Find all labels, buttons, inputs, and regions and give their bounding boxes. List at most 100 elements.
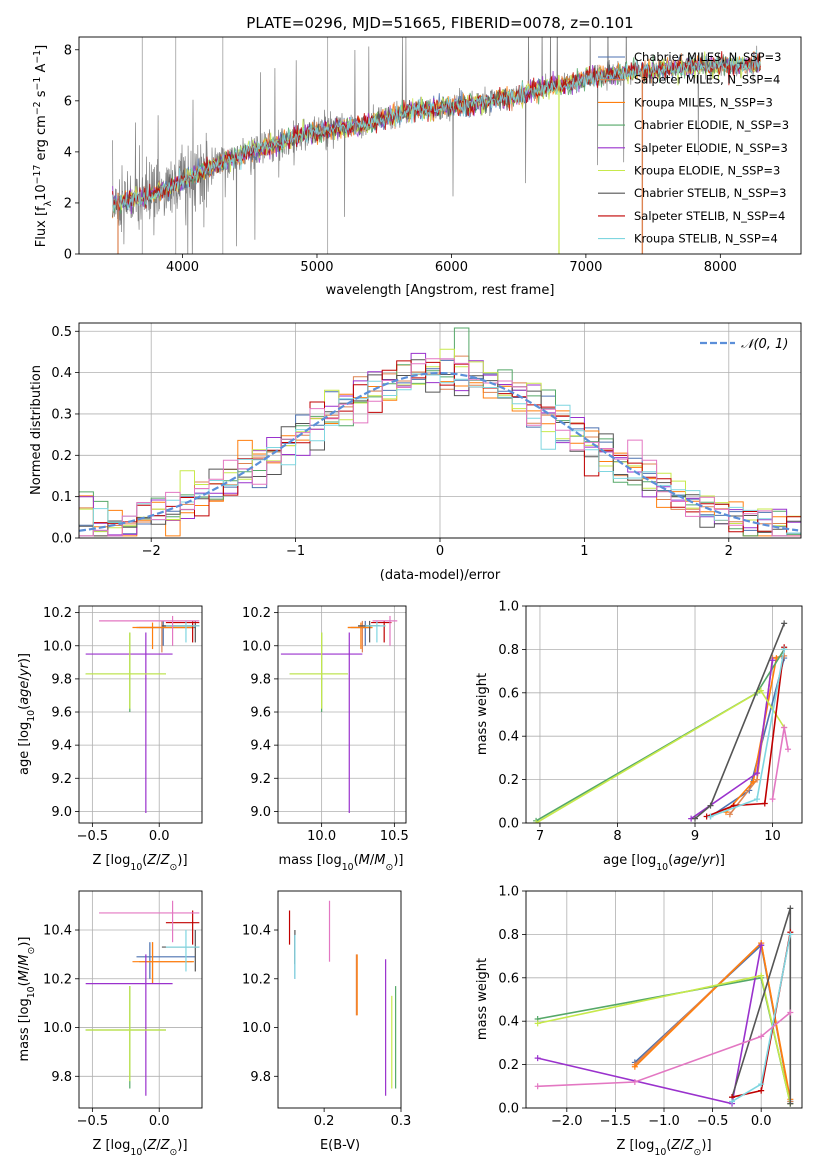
mass-vs-Z-ylabel: mass [log10(M/M⊙)] bbox=[17, 937, 37, 1062]
weight-marker bbox=[787, 1009, 794, 1016]
mass-vs-EBV-frame bbox=[277, 890, 402, 1109]
weight-marker bbox=[534, 1083, 541, 1090]
plots-layer: 4000 5000 6000 7000 8000 0 2 4 6 8 Chabrier MILES,… bbox=[17, 36, 803, 1158]
weight-marker bbox=[781, 646, 788, 653]
mass-vs-EBV-xtick-label: 0.3 bbox=[391, 1114, 412, 1129]
weight-marker bbox=[781, 620, 788, 627]
weight-marker bbox=[534, 1020, 541, 1027]
weight-vs-age-ytick-label: 0.0 bbox=[498, 817, 519, 832]
age-vs-mass-xtick-label: 10.5 bbox=[380, 829, 409, 844]
normal-legend-label: 𝒩(0, 1) bbox=[741, 337, 788, 352]
legend-label: Kroupa MILES, N_SSP=3 bbox=[634, 95, 773, 109]
weight-marker bbox=[707, 813, 714, 820]
spectrum-xtick-label: 5000 bbox=[300, 260, 333, 275]
weight-marker bbox=[785, 746, 792, 753]
spectrum-xtick-label: 4000 bbox=[166, 260, 199, 275]
age-vs-Z-plot-area bbox=[85, 615, 200, 814]
spectrum-frame bbox=[78, 36, 802, 255]
spectrum-ylabel: Flux [fλ10−17 erg cm−2 s−1 A−1] bbox=[32, 45, 54, 247]
residuals-ylabel: Normed distribution bbox=[29, 365, 44, 495]
weight-vs-Z-xtick-label: −1.5 bbox=[600, 1114, 632, 1129]
residuals-plot-area bbox=[79, 327, 801, 538]
weight-vs-age-plot-area bbox=[533, 620, 792, 823]
weight-vs-age-xlabel: age [log10(age/yr)] bbox=[603, 853, 725, 873]
weight-marker bbox=[534, 1055, 541, 1062]
mass-vs-EBV-axes: 0.2 0.3 9.8 10.0 10.2 10.4 bbox=[242, 924, 411, 1129]
age-vs-Z-ytick-label: 10.0 bbox=[43, 639, 72, 654]
weight-marker bbox=[754, 776, 761, 783]
weight-marker bbox=[758, 1081, 765, 1088]
weight-vs-age-ytick-label: 0.2 bbox=[498, 773, 519, 788]
weight-marker bbox=[631, 1078, 638, 1085]
weight-marker bbox=[754, 770, 761, 777]
residuals-ytick-label: 0.2 bbox=[51, 449, 72, 464]
age-vs-mass-xtick-label: 10.0 bbox=[307, 829, 336, 844]
spectrum-ytick-label: 6 bbox=[64, 94, 72, 109]
residuals-ytick-label: 0.5 bbox=[51, 325, 72, 340]
weight-vs-Z-ytick-label: 0.0 bbox=[498, 1102, 519, 1117]
age-vs-Z-ylabel: age [log10(age/yr)] bbox=[17, 653, 37, 775]
spectrum-xlabel: wavelength [Angstrom, rest frame] bbox=[326, 283, 555, 298]
age-vs-Z-axes: −0.5 0.0 9.0 9.2 9.4 9.6 9.8 10.0 10.2 bbox=[43, 606, 202, 844]
residuals-xtick-label: −2 bbox=[142, 544, 161, 559]
weight-vs-age-ylabel: mass weight bbox=[475, 673, 490, 755]
mass-vs-EBV-ytick-label: 10.2 bbox=[242, 972, 271, 987]
spectrum-xtick-label: 7000 bbox=[569, 260, 602, 275]
age-vs-mass-axes: 10.0 10.5 9.0 9.2 9.4 9.6 9.8 10.0 10.2 bbox=[242, 606, 409, 844]
weight-vs-age-ytick-label: 0.8 bbox=[498, 643, 519, 658]
weight-marker bbox=[758, 972, 765, 979]
spectrum-ytick-label: 0 bbox=[64, 248, 72, 263]
spectrum-ytick-label: 2 bbox=[64, 196, 72, 211]
weight-marker bbox=[769, 796, 776, 803]
age-vs-Z-frame bbox=[78, 605, 203, 824]
weight-marker bbox=[787, 905, 794, 912]
weight-marker bbox=[781, 724, 788, 731]
weight-vs-Z-xtick-label: 0.0 bbox=[751, 1114, 772, 1129]
weight-vs-Z-ytick-label: 0.6 bbox=[498, 971, 519, 986]
residuals-xtick-label: 1 bbox=[580, 544, 588, 559]
age-vs-mass-ytick-label: 10.2 bbox=[242, 606, 271, 621]
spectrum-ytick-label: 4 bbox=[64, 145, 72, 160]
legend-label: Kroupa STELIB, N_SSP=4 bbox=[634, 232, 778, 246]
mass-vs-Z-ytick-label: 9.8 bbox=[51, 1070, 72, 1085]
age-vs-Z-xtick-label: 0.0 bbox=[149, 829, 170, 844]
residuals-frame bbox=[78, 322, 802, 539]
legend-label: Kroupa ELODIE, N_SSP=3 bbox=[634, 164, 780, 178]
normal-pdf-curve bbox=[79, 372, 799, 532]
weight-marker bbox=[750, 778, 757, 785]
spectrum-xtick-label: 6000 bbox=[435, 260, 468, 275]
age-vs-mass-ytick-label: 10.0 bbox=[242, 639, 271, 654]
weight-vs-age-xtick-label: 9 bbox=[691, 829, 699, 844]
residuals-xtick-label: −1 bbox=[286, 544, 305, 559]
age-vs-Z-ytick-label: 9.2 bbox=[51, 772, 72, 787]
legend-label: Salpeter ELODIE, N_SSP=3 bbox=[634, 141, 788, 155]
mass-vs-Z-ytick-label: 10.0 bbox=[43, 1021, 72, 1036]
weight-vs-Z-ytick-label: 0.2 bbox=[498, 1058, 519, 1073]
weight-marker bbox=[758, 942, 765, 949]
spectrum-axes: 4000 5000 6000 7000 8000 0 2 4 6 8 bbox=[64, 43, 737, 275]
mass-vs-EBV-ytick-label: 10.0 bbox=[242, 1021, 271, 1036]
weight-marker bbox=[761, 800, 768, 807]
mass-vs-EBV-ytick-label: 10.4 bbox=[242, 924, 271, 939]
weight-marker bbox=[726, 811, 733, 818]
spectrum-plot-area bbox=[112, 37, 761, 254]
mass-vs-EBV-ytick-label: 9.8 bbox=[250, 1070, 271, 1085]
weight-vs-Z-xlabel: Z [log10(Z/Z⊙)] bbox=[616, 1138, 711, 1158]
mass-vs-Z-frame bbox=[78, 890, 203, 1109]
mass-vs-EBV-plot-area bbox=[288, 900, 397, 1096]
weight-vs-age-xtick-label: 7 bbox=[536, 829, 544, 844]
weight-vs-age-xtick-label: 10 bbox=[764, 829, 781, 844]
weight-marker bbox=[757, 687, 764, 694]
weight-vs-Z-xtick-label: −1.0 bbox=[648, 1114, 680, 1129]
legend-label: Chabrier MILES, N_SSP=3 bbox=[634, 50, 781, 64]
residuals-ytick-label: 0.0 bbox=[51, 532, 72, 547]
weight-marker bbox=[729, 1098, 736, 1105]
weight-vs-Z-plot-area bbox=[534, 905, 794, 1107]
age-vs-Z-xtick-label: −0.5 bbox=[77, 829, 109, 844]
residuals-ytick-label: 0.3 bbox=[51, 407, 72, 422]
legend-label: Chabrier STELIB, N_SSP=3 bbox=[634, 186, 786, 200]
figure-title: PLATE=0296, MJD=51665, FIBERID=0078, z=0… bbox=[246, 14, 633, 32]
weight-marker bbox=[769, 657, 776, 664]
residuals-xtick-label: 2 bbox=[725, 544, 733, 559]
weight-marker bbox=[692, 815, 699, 822]
